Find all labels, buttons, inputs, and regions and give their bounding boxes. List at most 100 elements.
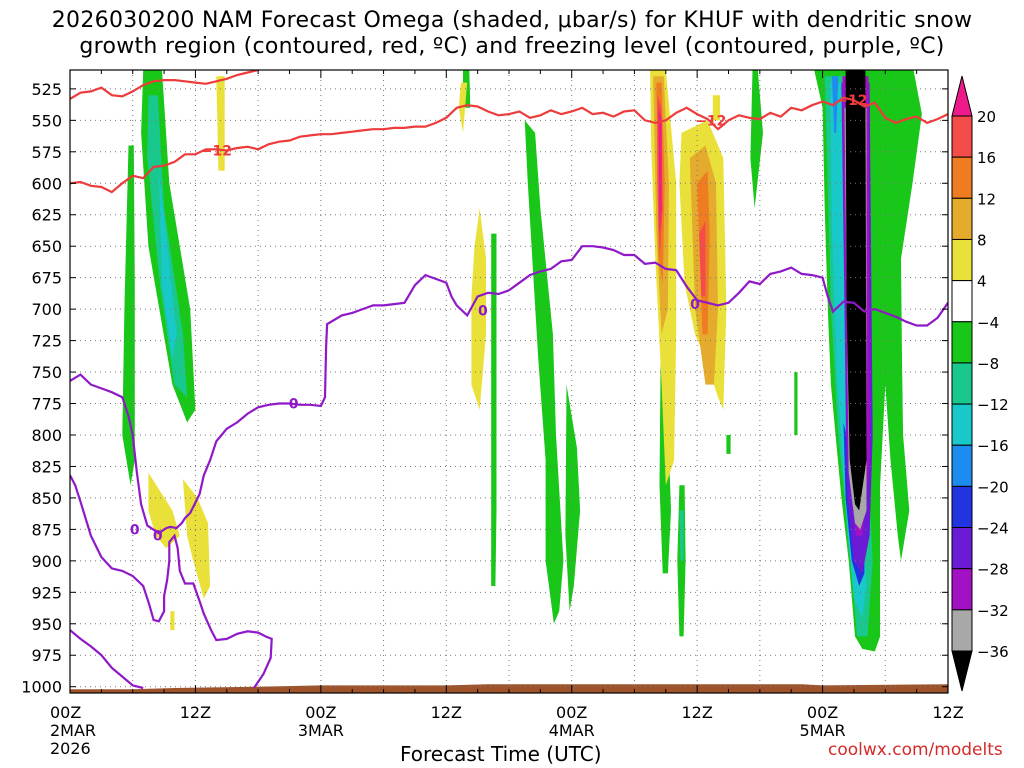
colorbar-tick-3: 8 <box>977 231 987 249</box>
x-tick-label-60: 12Z <box>681 703 712 722</box>
omega-upward-region-3 <box>122 145 135 486</box>
y-tick-label-675: 675 <box>31 269 62 288</box>
x-tick-date-48: 4MAR <box>549 721 595 740</box>
omega-shading <box>122 70 922 652</box>
colorbar-tick-13: −36 <box>977 643 1009 661</box>
colorbar-bin-12 <box>951 609 973 652</box>
omega-upward-region-11 <box>726 435 731 454</box>
omega-downward-region-8 <box>712 95 721 121</box>
colorbar-tick-6: −8 <box>977 355 999 373</box>
y-tick-label-825: 825 <box>31 457 62 476</box>
colorbar-bin-2 <box>951 197 973 240</box>
colorbar-tick-12: −32 <box>977 602 1009 620</box>
y-tick-label-875: 875 <box>31 520 62 539</box>
colorbar-bin-3 <box>951 238 973 282</box>
y-tick-label-575: 575 <box>31 143 62 162</box>
dendritic-contour-label-1: −12 <box>695 113 726 129</box>
colorbar-tick-1: 16 <box>977 149 996 167</box>
dendritic-contour-line-0 <box>70 70 259 100</box>
x-axis-label: Forecast Time (UTC) <box>400 742 602 766</box>
omega-downward-region-0 <box>216 76 225 171</box>
y-tick-label-700: 700 <box>31 300 62 319</box>
x-tick-label-72: 00Z <box>807 703 838 722</box>
omega-downward-region-5 <box>170 611 175 631</box>
freezing-contour-label-0: 0 <box>289 397 299 413</box>
freezing-contour-label-4: 0 <box>690 297 700 313</box>
colorbar-bin-4 <box>951 280 973 323</box>
x-tick-label-84: 12Z <box>932 703 963 722</box>
y-tick-label-950: 950 <box>31 615 62 634</box>
x-tick-label-24: 00Z <box>305 703 336 722</box>
colorbar-bin-9 <box>951 485 973 529</box>
freezing-contour-label-2: 0 <box>130 522 140 538</box>
omega-downward-region-4 <box>182 479 211 599</box>
freezing-contour-line-0 <box>70 245 948 535</box>
x-tick-label-48: 00Z <box>556 703 587 722</box>
freezing-contour-label-3: 0 <box>153 529 163 545</box>
colorbar-tick-8: −16 <box>977 437 1009 455</box>
plot-frame <box>69 69 949 694</box>
y-tick-label-625: 625 <box>31 206 62 225</box>
colorbar-tick-0: 20 <box>977 108 996 126</box>
freezing-contour-label-1: 0 <box>478 303 488 319</box>
y-tick-label-900: 900 <box>31 552 62 571</box>
omega-upward-region-12 <box>750 70 763 209</box>
omega-downward-region-2 <box>471 208 486 410</box>
chart-title-line2: growth region (contoured, red, ºC) and f… <box>79 34 945 59</box>
y-tick-label-1000: 1000 <box>21 678 62 697</box>
omega-upward-region-5 <box>491 233 497 586</box>
y-tick-label-800: 800 <box>31 426 62 445</box>
omega-upward-region-7 <box>565 384 581 612</box>
x-tick-year-0: 2026 <box>50 739 91 758</box>
colorbar-tick-9: −20 <box>977 478 1009 496</box>
colorbar-bin-11 <box>951 568 973 611</box>
y-tick-label-525: 525 <box>31 80 62 99</box>
x-tick-label-12: 12Z <box>180 703 211 722</box>
colorbar-bin-5 <box>951 321 973 364</box>
chart-title-line1: 2026030200 NAM Forecast Omega (shaded, μ… <box>51 8 973 33</box>
colorbar-bin-6 <box>951 362 973 405</box>
colorbar-tick-4: 4 <box>977 273 987 291</box>
credit-link[interactable]: coolwx.com/modelts <box>828 740 1003 760</box>
y-tick-label-750: 750 <box>31 363 62 382</box>
x-tick-label-36: 12Z <box>431 703 462 722</box>
colorbar-bin-10 <box>951 527 973 570</box>
y-tick-label-975: 975 <box>31 646 62 665</box>
omega-upward-region-10 <box>679 510 684 561</box>
pressure-axis: 525 550 575 600 625 650 675 700 725 750 775 800 825 8… <box>21 80 948 697</box>
y-tick-label-775: 775 <box>31 395 62 414</box>
colorbar-tick-5: −4 <box>977 314 999 332</box>
colorbar-tick-10: −24 <box>977 520 1009 538</box>
colorbar-bottom-arrow <box>951 650 973 692</box>
omega-upward-region-6 <box>524 120 564 624</box>
y-tick-label-600: 600 <box>31 174 62 193</box>
colorbar-bin-1 <box>951 156 973 199</box>
x-tick-date-24: 3MAR <box>298 721 344 740</box>
omega-colorbar: 20 16 12 8 4 −4 −8 −12 −16 −20 −24 −28 −32 −36 <box>951 75 1009 692</box>
omega-downward-region-3 <box>148 472 180 549</box>
omega-upward-region-2 <box>158 170 177 360</box>
y-tick-label-925: 925 <box>31 583 62 602</box>
x-tick-label-0: 00Z <box>50 703 81 722</box>
y-tick-label-550: 550 <box>31 111 62 130</box>
x-tick-date-0: 2MAR <box>50 721 96 740</box>
colorbar-top-arrow <box>951 75 973 117</box>
y-tick-label-850: 850 <box>31 489 62 508</box>
freezing-contour-line-1 <box>70 474 273 689</box>
colorbar-tick-11: −28 <box>977 561 1009 579</box>
colorbar-bin-8 <box>951 444 973 487</box>
colorbar-tick-2: 12 <box>977 190 996 208</box>
freezing-contour-line-2 <box>70 629 144 690</box>
x-tick-date-72: 5MAR <box>800 721 846 740</box>
omega-upward-region-22 <box>845 70 867 511</box>
omega-downward-region-12 <box>658 107 662 234</box>
omega-upward-region-9 <box>677 485 686 637</box>
y-tick-label-725: 725 <box>31 332 62 351</box>
dendritic-contour-label-2: −12 <box>836 93 867 109</box>
colorbar-tick-7: −12 <box>977 396 1009 414</box>
colorbar-bin-7 <box>951 403 973 446</box>
y-tick-label-650: 650 <box>31 237 62 256</box>
